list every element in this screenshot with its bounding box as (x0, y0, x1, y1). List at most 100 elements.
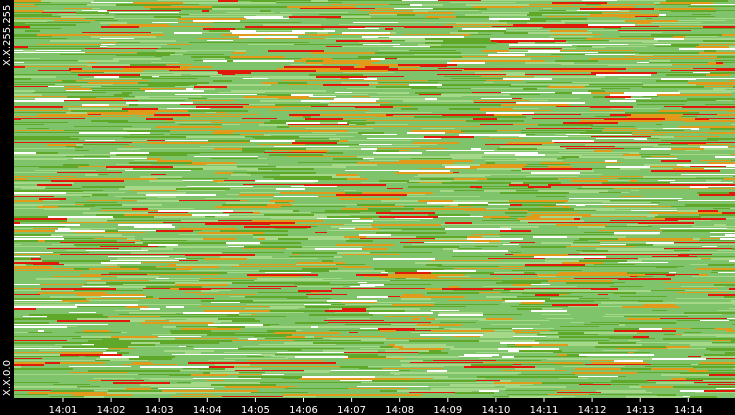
heatmap-cell (66, 192, 125, 193)
heatmap-cell (247, 258, 318, 259)
heatmap-cell (178, 22, 213, 23)
heatmap-cell (550, 30, 587, 32)
heatmap-cell (537, 88, 576, 89)
heatmap-cell (414, 176, 485, 177)
heatmap-cell (536, 196, 566, 197)
heatmap-cell (521, 130, 586, 131)
heatmap-cell (14, 268, 74, 269)
heatmap-cell (79, 374, 138, 375)
heatmap-cell (252, 76, 316, 78)
heatmap-cell (473, 240, 500, 242)
heatmap-cell (648, 224, 695, 225)
heatmap-cell (612, 288, 618, 290)
heatmap-cell (286, 336, 305, 338)
heatmap-cell (14, 124, 44, 125)
heatmap-cell (172, 354, 186, 355)
heatmap-cell (497, 68, 572, 70)
heatmap-cell (366, 308, 420, 310)
heatmap-cell (700, 146, 728, 148)
heatmap-cell (100, 22, 127, 24)
heatmap-cell (411, 130, 461, 132)
heatmap-cell (442, 84, 511, 86)
heatmap-cell (364, 78, 377, 80)
heatmap-cell (637, 332, 646, 333)
heatmap-cell (708, 10, 716, 12)
heatmap-cell (376, 212, 435, 214)
heatmap-cell (650, 166, 684, 167)
heatmap-cell (29, 314, 103, 316)
heatmap-cell (38, 206, 58, 208)
heatmap-cell (538, 124, 593, 126)
heatmap-cell (66, 250, 86, 251)
heatmap-cell (318, 326, 379, 328)
heatmap-cell (699, 274, 708, 276)
heatmap-cell (109, 104, 129, 106)
heatmap-cell (415, 262, 451, 264)
heatmap-cell (170, 330, 211, 332)
heatmap-cell (621, 192, 629, 193)
heatmap-cell (371, 224, 380, 226)
heatmap-cell (363, 44, 400, 45)
heatmap-cell (336, 40, 392, 42)
heatmap-cell (572, 92, 591, 94)
heatmap-cell (151, 32, 163, 33)
heatmap-cell (450, 384, 520, 386)
heatmap-cell (159, 282, 175, 284)
heatmap-cell (510, 216, 526, 217)
heatmap-cell (651, 156, 676, 157)
heatmap-cell (264, 134, 271, 136)
heatmap-cell (110, 24, 169, 26)
heatmap-cell (390, 372, 460, 374)
heatmap-cell (377, 92, 409, 94)
heatmap-cell (579, 260, 627, 262)
heatmap-cell (612, 26, 621, 28)
heatmap-cell (359, 368, 382, 369)
heatmap-cell (665, 218, 726, 220)
heatmap-cell (208, 390, 258, 392)
heatmap-cell (574, 240, 588, 241)
heatmap-cell (558, 178, 618, 179)
heatmap-cell (379, 98, 425, 100)
heatmap-cell (684, 312, 735, 314)
heatmap-cell (404, 26, 453, 28)
heatmap-cell (370, 96, 409, 97)
heatmap-cell (419, 94, 441, 95)
heatmap-cell (519, 304, 552, 305)
heatmap-cell (95, 20, 118, 21)
heatmap-cell (294, 282, 330, 284)
x-tick-label: 14:04 (193, 405, 222, 415)
heatmap-cell (596, 138, 634, 139)
heatmap-cell (50, 396, 84, 397)
heatmap-cell (698, 364, 735, 365)
heatmap-cell (545, 234, 614, 235)
heatmap-cell (176, 392, 251, 393)
heatmap-cell (205, 222, 225, 224)
heatmap-cell (14, 224, 80, 226)
heatmap-cell (690, 186, 708, 188)
heatmap-cell (453, 26, 492, 27)
heatmap-cell (14, 262, 59, 264)
heatmap-cell (14, 230, 55, 232)
heatmap-cell (288, 124, 349, 125)
heatmap-cell (159, 298, 214, 299)
heatmap-cell (548, 394, 589, 395)
heatmap-cell (285, 388, 348, 389)
heatmap-cell (381, 126, 419, 127)
heatmap-cell (82, 104, 109, 106)
heatmap-cell (385, 350, 429, 352)
heatmap-cell (636, 100, 687, 102)
heatmap-cell (58, 14, 105, 15)
heatmap-cell (125, 186, 187, 188)
heatmap-cell (692, 276, 735, 277)
heatmap-cell (220, 230, 288, 232)
heatmap-cell (410, 4, 422, 6)
heatmap-cell (119, 188, 176, 190)
heatmap-cell (513, 24, 588, 26)
heatmap-cell (445, 132, 465, 133)
heatmap-cell (400, 296, 465, 298)
heatmap-cell (301, 348, 344, 349)
heatmap-cell (143, 238, 203, 240)
heatmap-cell (240, 192, 280, 193)
heatmap-cell (245, 326, 311, 328)
heatmap-cell (584, 332, 637, 334)
